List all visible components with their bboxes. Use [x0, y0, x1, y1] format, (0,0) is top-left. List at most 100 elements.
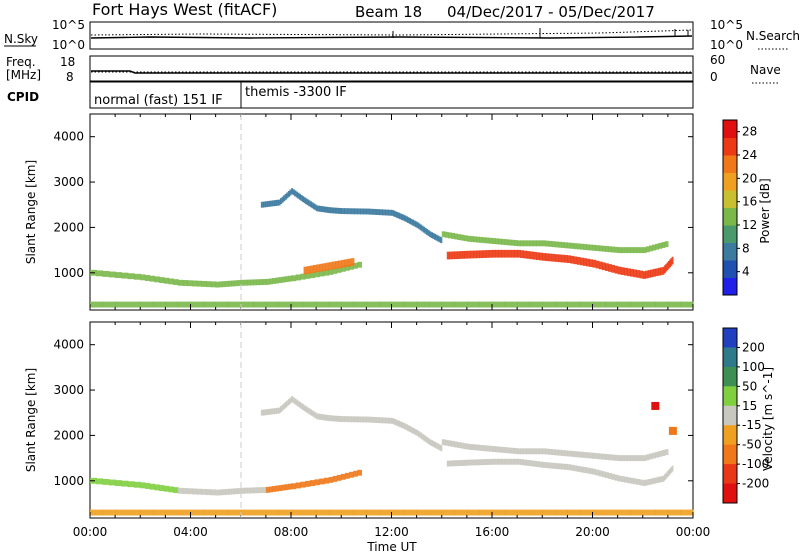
echo-cell: [539, 448, 543, 455]
echo-cell: [140, 274, 146, 281]
echo-cell: [274, 408, 277, 414]
echo-cell: [149, 275, 155, 282]
echo-cell: [470, 236, 474, 243]
echo-cell: [341, 208, 345, 215]
echo-cell: [177, 301, 192, 308]
echo-cell: [127, 301, 141, 308]
echo-cell: [454, 460, 458, 467]
echo-cell: [90, 301, 104, 308]
echo-cell: [303, 509, 317, 516]
echo-band-5: [90, 301, 694, 308]
echo-cell: [206, 281, 212, 288]
echo-cell: [231, 280, 236, 287]
echo-cell: [400, 214, 404, 220]
echo-cell: [567, 301, 581, 308]
echo-cell: [444, 439, 449, 446]
echo-cell: [349, 471, 354, 478]
echo-cell: [154, 276, 160, 283]
echo-cell: [295, 399, 298, 406]
echo-cell: [557, 254, 562, 263]
echo-cell: [526, 240, 531, 247]
echo-cell: [498, 249, 503, 258]
echo-cell: [633, 269, 638, 278]
echo-cell: [405, 424, 408, 431]
echo-cell: [454, 509, 468, 516]
echo-cell: [557, 449, 562, 456]
echo-cell: [441, 301, 455, 308]
nsky-left-tick-top: 10^5: [52, 18, 85, 32]
echo-cell: [529, 240, 534, 247]
echo-cell: [520, 240, 525, 247]
nave-tick-top: 60: [710, 53, 725, 67]
echo-cell: [256, 487, 261, 494]
echo-cell: [265, 409, 269, 416]
nsky-left-label: N.Sky: [4, 32, 38, 46]
echo-cell: [529, 448, 534, 455]
echo-cell: [286, 400, 289, 407]
echo-cell: [473, 236, 477, 243]
echo-cell: [448, 232, 452, 239]
echo-cell: [415, 221, 418, 228]
echo-cell: [408, 217, 411, 224]
echo-cell: [300, 273, 306, 280]
echo-cell: [633, 478, 638, 485]
echo-cell: [228, 488, 232, 495]
colorbar-swatch: [723, 225, 737, 243]
y-tick-label: 2000: [53, 220, 84, 234]
echo-cell: [322, 263, 327, 271]
echo-cell: [532, 251, 537, 260]
echo-cell: [301, 196, 305, 203]
echo-cell: [413, 220, 416, 227]
echo-cell: [196, 488, 203, 495]
echo-cell: [433, 441, 437, 448]
echo-cell: [234, 488, 239, 495]
echo-cell: [165, 509, 179, 516]
echo-cell: [608, 246, 612, 253]
echo-cell: [532, 240, 537, 247]
echo-cell: [592, 468, 597, 475]
echo-cell: [476, 236, 481, 243]
echo-cell: [554, 254, 559, 262]
colorbar-swatch: [723, 277, 737, 296]
echo-cell: [192, 280, 198, 287]
echo-cell: [328, 207, 331, 214]
echo-cell: [529, 251, 534, 260]
echo-cell: [579, 451, 584, 458]
echo-cell: [668, 426, 677, 435]
echo-cell: [416, 222, 419, 229]
echo-cell: [542, 253, 546, 261]
echo-cell: [466, 301, 481, 308]
echo-cell: [295, 191, 298, 198]
echo-cell: [459, 460, 463, 466]
echo-cell: [405, 216, 408, 223]
echo-cell: [344, 416, 349, 423]
echo-cell: [291, 275, 297, 282]
echo-cell: [437, 443, 440, 450]
echo-cell: [276, 199, 280, 206]
echo-cell: [579, 301, 594, 308]
echo-cell: [657, 267, 661, 276]
velocity-x-ticks: 00:00 04:00 08:00 12:00 16:00 20:00 00:00: [73, 322, 710, 539]
echo-cell: [464, 459, 468, 466]
nsearch-trace: [90, 29, 693, 36]
echo-cell: [649, 245, 653, 252]
echo-cell: [366, 301, 380, 308]
echo-cell: [280, 406, 283, 413]
echo-cell: [457, 442, 462, 449]
echo-band-6: [90, 509, 694, 516]
echo-cell: [495, 446, 499, 453]
echo-cell: [336, 415, 339, 422]
echo-cell: [430, 440, 433, 447]
echo-cell: [300, 402, 303, 409]
echo-cell: [269, 278, 273, 285]
nsearch-right-label: N.Search: [746, 29, 800, 43]
echo-cell: [545, 253, 550, 262]
echo-cell: [366, 416, 371, 423]
echo-cell: [291, 483, 297, 490]
echo-cell: [592, 452, 597, 459]
echo-cell: [250, 279, 254, 286]
echo-cell: [267, 200, 271, 207]
echo-cell: [237, 280, 242, 286]
echo-cell: [305, 198, 308, 205]
echo-cell: [429, 439, 432, 446]
